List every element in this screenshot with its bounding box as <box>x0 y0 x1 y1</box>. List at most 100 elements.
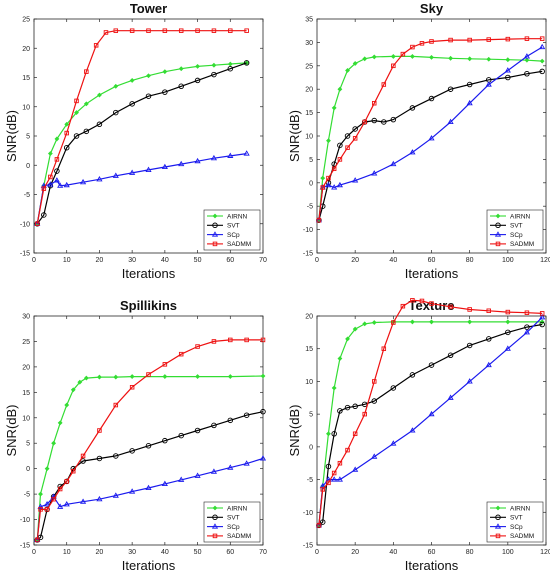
sadmm-point-1 <box>320 185 325 190</box>
legend-label: SVT <box>227 223 240 230</box>
scp-point-4 <box>57 503 64 509</box>
y-axis-label: SNR(dB) <box>4 110 19 162</box>
svt-point-5 <box>73 133 80 139</box>
y-tick-label: -15 <box>303 251 313 258</box>
y-tick-label: 20 <box>22 364 30 371</box>
series-airnn <box>34 60 250 227</box>
sadmm-point-7 <box>80 453 86 459</box>
series-svt <box>316 321 545 529</box>
legend-label: AIRNN <box>227 505 248 512</box>
sadmm-point-7 <box>93 43 99 48</box>
sadmm-point-14 <box>195 344 200 349</box>
y-tick-label: -15 <box>20 251 30 258</box>
svt-point-7 <box>361 119 368 125</box>
airnn-point-7 <box>77 379 83 385</box>
svt-point-18 <box>260 408 266 415</box>
x-tick-label: 100 <box>502 257 514 264</box>
series-sadmm <box>35 337 266 543</box>
scp-point-7 <box>96 495 103 502</box>
sadmm-point-1 <box>41 186 47 191</box>
y-tick-label: 15 <box>22 75 30 82</box>
sadmm-point-10 <box>129 384 135 390</box>
sadmm-point-0 <box>35 537 40 543</box>
x-tick-label: 0 <box>315 257 319 264</box>
airnn-point-7 <box>362 56 368 62</box>
sadmm-point-0 <box>316 217 322 223</box>
chart-spillikins: Spillikins 0 10 20 30 40 50 60 70 -15 -10 -5 0 5 10 15 2… <box>4 298 267 573</box>
airnn-point-5 <box>74 110 79 116</box>
sadmm-point-18 <box>260 337 266 343</box>
x-tick-label: 10 <box>63 549 71 556</box>
scp-point-1 <box>37 503 44 509</box>
svt-point-10 <box>409 372 416 378</box>
x-tick-label: 40 <box>161 257 169 264</box>
y-tick-label: 0 <box>309 180 313 187</box>
x-tick-label: 120 <box>540 257 550 264</box>
sadmm-point-18 <box>505 309 511 315</box>
svt-point-16 <box>243 60 250 66</box>
x-axis-label: Iterations <box>122 558 176 573</box>
x-tick-label: 20 <box>96 257 104 264</box>
chart-tower: Tower 0 10 20 30 40 50 60 70 -15 -10 -5 0 5 10 15 20 25 It… <box>4 1 267 281</box>
sadmm-point-7 <box>362 411 367 417</box>
sadmm-point-5 <box>345 145 350 150</box>
y-tick-label: 15 <box>305 110 313 117</box>
airnn-point-4 <box>337 356 343 361</box>
svt-point-12 <box>447 352 454 359</box>
sadmm-point-12 <box>162 362 168 367</box>
sadmm-point-9 <box>381 346 387 351</box>
airnn-point-13 <box>505 319 511 325</box>
sadmm-point-17 <box>486 308 492 314</box>
legend-label: SCp <box>227 524 240 531</box>
series-line-sadmm <box>318 299 543 526</box>
sadmm-point-6 <box>352 431 358 437</box>
y-tick-label: -10 <box>20 517 30 524</box>
y-tick-label: -5 <box>307 477 313 484</box>
svt-point-9 <box>390 385 397 391</box>
airnn-point-5 <box>64 402 70 408</box>
sadmm-point-6 <box>352 136 358 141</box>
legend: AIRNN SVT SCp SADMM <box>203 209 261 251</box>
y-tick-label: 0 <box>26 466 30 473</box>
svt-point-8 <box>96 455 103 462</box>
legend-svt-point-legend <box>212 222 218 229</box>
svt-point-5 <box>344 133 351 139</box>
legend-label: SADMM <box>227 533 251 540</box>
airnn-point-1 <box>320 175 326 181</box>
airnn-point-8 <box>83 375 89 381</box>
series-line-airnn <box>36 375 264 540</box>
scp-point-15 <box>227 152 234 158</box>
airnn-point-10 <box>113 374 119 380</box>
scp-point-8 <box>112 172 119 178</box>
y-tick-label: -5 <box>24 492 30 499</box>
legend-item-airnn: AIRNN <box>207 505 248 512</box>
legend-sadmm-point-legend <box>495 241 501 247</box>
series-line-sadmm <box>318 38 543 221</box>
sadmm-point-0 <box>35 221 40 226</box>
scp-point-17 <box>259 455 267 461</box>
scp-point-13 <box>194 472 201 478</box>
airnn-point-9 <box>97 374 102 380</box>
chart-title: Spillikins <box>120 298 177 313</box>
series-svt <box>34 60 250 227</box>
svt-point-9 <box>381 119 387 125</box>
scp-point-5 <box>63 181 70 188</box>
y-tick-label: 25 <box>22 339 30 346</box>
sadmm-point-8 <box>103 30 109 35</box>
sadmm-point-20 <box>539 311 545 316</box>
airnn-point-14 <box>211 62 217 68</box>
airnn-point-11 <box>129 374 135 379</box>
legend-item-sadmm: SADMM <box>207 241 251 248</box>
x-tick-label: 40 <box>389 549 397 556</box>
y-axis-label: SNR(dB) <box>4 404 19 456</box>
sadmm-point-12 <box>410 44 415 50</box>
svt-point-6 <box>352 126 358 132</box>
airnn-point-6 <box>83 101 89 107</box>
scp-point-5 <box>352 177 359 183</box>
scp-point-11 <box>466 99 473 106</box>
svt-point-6 <box>352 403 358 410</box>
sadmm-point-4 <box>64 130 69 136</box>
scp-point-2 <box>47 181 54 187</box>
scp-point-7 <box>96 175 103 182</box>
